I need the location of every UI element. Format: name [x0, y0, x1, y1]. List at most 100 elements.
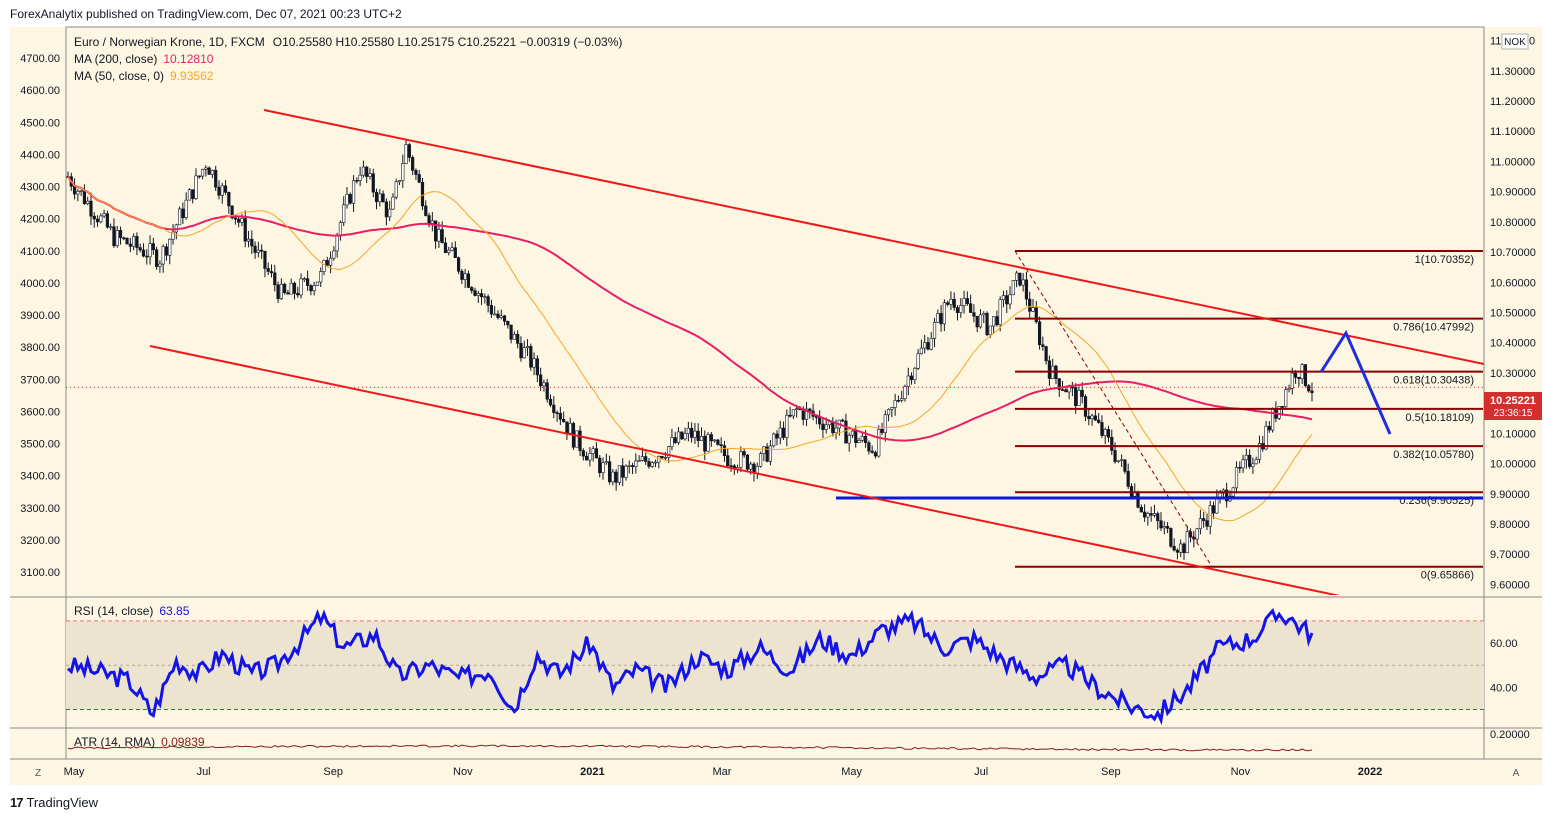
candle-body	[693, 430, 697, 438]
candle-body	[788, 414, 792, 417]
candle-body	[1080, 390, 1084, 397]
candle-body	[903, 386, 907, 399]
fibonacci-levels: 1(10.70352) 0.786(10.47992) 0.618(10.30438…	[1015, 250, 1483, 582]
candlestick-chart[interactable]: 4700.00 4600.00 4500.00 4400.00 4300.00 4200.…	[0, 0, 1557, 790]
candle-body	[1008, 294, 1012, 305]
candle-body	[171, 231, 175, 240]
candle-body	[358, 174, 362, 181]
candle-body	[430, 220, 434, 224]
candle-body	[850, 430, 855, 436]
candle-body	[1182, 543, 1186, 554]
candle-body	[1185, 531, 1189, 554]
candle-body	[1225, 489, 1229, 502]
currency-badge[interactable]: NOK	[1501, 33, 1529, 50]
left-axis-label: 4700.00	[20, 53, 60, 65]
scale-toggle-left[interactable]: Z	[35, 768, 41, 779]
candle-body	[86, 200, 90, 204]
candle-body	[598, 457, 602, 474]
candle-body	[824, 424, 828, 430]
auto-scale-icon[interactable]: A	[1513, 768, 1520, 779]
candle-body	[1024, 279, 1029, 300]
candle-body	[880, 429, 884, 433]
candle-body	[470, 287, 474, 291]
candle-body	[854, 430, 858, 444]
candle-body	[1293, 372, 1298, 378]
candle-body	[168, 238, 172, 256]
last-price-tag: 10.25221 23:36:15	[1484, 392, 1542, 420]
candle-body	[1021, 279, 1025, 286]
time-axis-label: Jul	[197, 766, 211, 778]
right-axis-label: 10.80000	[1490, 217, 1536, 229]
time-axis-label: Nov	[453, 766, 473, 778]
candle-body	[72, 185, 77, 195]
candle-body	[299, 278, 303, 296]
candle-body	[726, 455, 730, 466]
candle-body	[923, 342, 927, 349]
candle-body	[1031, 307, 1035, 312]
candle-body	[1014, 272, 1019, 281]
candle-body	[1044, 346, 1048, 362]
candle-body	[109, 226, 113, 229]
right-axis-label: 9.80000	[1490, 519, 1530, 531]
right-axis-label: 10.30000	[1490, 368, 1536, 380]
candle-body	[529, 346, 533, 368]
candle-body	[588, 453, 592, 461]
candle-body	[286, 292, 290, 295]
candle-body	[437, 229, 441, 242]
right-axis-label: 10.60000	[1490, 277, 1536, 289]
candle-body	[1097, 419, 1101, 423]
candle-body	[381, 193, 385, 203]
candle-body	[821, 423, 825, 430]
candle-body	[496, 313, 500, 318]
candle-body	[1093, 415, 1097, 421]
candle-body	[155, 249, 159, 267]
candle-body	[532, 358, 536, 368]
candle-body	[506, 320, 510, 326]
candle-body	[844, 420, 848, 444]
candle-body	[607, 461, 612, 483]
candle-body	[657, 456, 661, 463]
candle-body	[227, 192, 231, 207]
candle-body	[1005, 295, 1009, 305]
candle-body	[814, 416, 818, 418]
candle-body	[565, 421, 569, 434]
candle-body	[919, 347, 924, 355]
candle-body	[985, 313, 989, 336]
candle-body	[1123, 459, 1127, 472]
candle-body	[312, 285, 316, 292]
candle-body	[539, 374, 543, 387]
right-axis-label: 10.70000	[1490, 247, 1536, 259]
candle-body	[92, 215, 96, 220]
candle-body	[906, 375, 910, 387]
candle-body	[1037, 321, 1042, 345]
candle-body	[660, 456, 664, 459]
scale-toggle-right[interactable]: A	[1513, 768, 1520, 779]
zoom-icon[interactable]: Z	[35, 768, 41, 779]
candle-body	[778, 427, 782, 439]
candle-body	[827, 421, 832, 426]
candle-body	[676, 431, 681, 443]
last-price-value: 10.25221	[1490, 395, 1536, 407]
candle-body	[545, 382, 549, 400]
candle-body	[552, 404, 556, 413]
legend-atr: ATR (14, RMA) 0.09839	[74, 735, 205, 749]
candle-body	[965, 298, 969, 305]
candle-body	[1156, 513, 1160, 522]
candle-body	[512, 333, 516, 340]
candle-body	[716, 439, 720, 445]
left-axis-label: 4000.00	[20, 278, 60, 290]
candle-body	[253, 245, 257, 253]
candle-body	[647, 461, 651, 467]
candle-body	[292, 282, 297, 294]
candle-body	[332, 250, 336, 259]
candle-body	[1198, 518, 1203, 530]
candle-body	[755, 465, 759, 474]
candle-body	[230, 205, 234, 219]
candle-body	[959, 305, 963, 313]
candle-body	[391, 196, 395, 210]
candle-body	[781, 427, 786, 438]
left-axis-label: 4600.00	[20, 85, 60, 97]
time-axis-label: 2022	[1358, 766, 1382, 778]
candle-body	[463, 273, 467, 280]
right-axis-label: 9.70000	[1490, 549, 1530, 561]
